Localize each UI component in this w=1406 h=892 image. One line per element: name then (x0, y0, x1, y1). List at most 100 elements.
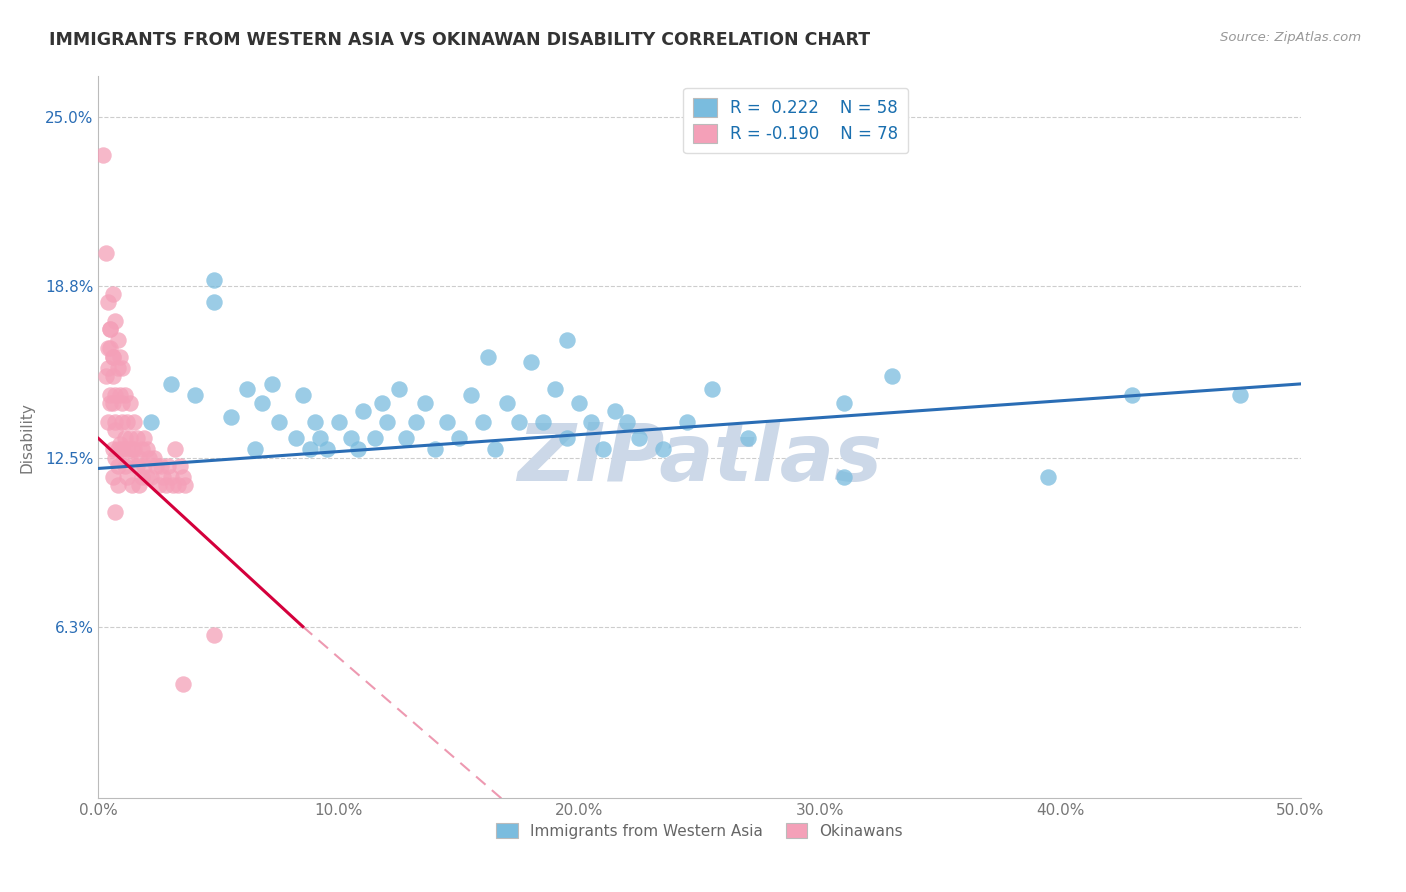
Point (832, 469, 855, 483)
Point (100, 342, 122, 356)
Point (108, 388, 131, 402)
Point (141, 415, 163, 429)
Point (364, 432, 387, 446)
Point (145, 458, 167, 473)
Point (165, 442, 187, 457)
Point (118, 450, 141, 465)
Point (117, 469, 139, 483)
Point (125, 432, 148, 446)
Point (124, 415, 146, 429)
Point (94, 246, 117, 260)
Point (700, 383, 723, 397)
Point (107, 458, 129, 473)
Point (101, 350, 124, 364)
Point (135, 469, 157, 483)
Point (832, 396, 855, 410)
Point (108, 437, 131, 451)
Text: IMMIGRANTS FROM WESTERN ASIA VS OKINAWAN DISABILITY CORRELATION CHART: IMMIGRANTS FROM WESTERN ASIA VS OKINAWAN… (49, 31, 870, 49)
Point (508, 415, 530, 429)
Point (183, 388, 205, 402)
Point (135, 442, 157, 457)
Point (101, 469, 124, 483)
Point (100, 322, 122, 336)
Point (605, 404, 627, 418)
Point (118, 396, 141, 410)
Point (97, 295, 120, 310)
Point (111, 442, 134, 457)
Point (100, 396, 122, 410)
Y-axis label: Disability: Disability (20, 401, 34, 473)
Point (447, 432, 470, 446)
Point (104, 423, 127, 437)
Point (104, 450, 127, 465)
Point (1121, 388, 1143, 402)
Point (236, 383, 259, 397)
Point (107, 477, 129, 491)
Point (152, 469, 174, 483)
Point (531, 415, 554, 429)
Point (652, 442, 675, 457)
Point (328, 415, 350, 429)
Point (616, 415, 638, 429)
Point (395, 432, 418, 446)
Point (1229, 388, 1251, 402)
Point (737, 432, 759, 446)
Point (114, 432, 136, 446)
Point (159, 469, 181, 483)
Point (118, 432, 141, 446)
Point (104, 505, 127, 519)
Point (291, 388, 314, 402)
Point (97, 360, 120, 375)
Point (125, 458, 148, 473)
Point (544, 383, 567, 397)
Point (142, 450, 165, 465)
Point (117, 415, 139, 429)
Point (149, 458, 172, 473)
Point (1036, 469, 1059, 483)
Point (555, 432, 578, 446)
Point (131, 469, 153, 483)
Point (128, 477, 150, 491)
Point (148, 477, 170, 491)
Point (121, 442, 143, 457)
Point (284, 432, 307, 446)
Point (157, 458, 180, 473)
Point (101, 368, 124, 383)
Point (568, 396, 591, 410)
Point (174, 477, 197, 491)
Point (308, 432, 330, 446)
Point (101, 396, 124, 410)
Point (132, 458, 155, 473)
Point (202, 628, 225, 642)
Point (94, 368, 117, 383)
Point (107, 442, 129, 457)
Point (260, 376, 283, 391)
Point (101, 442, 124, 457)
Point (101, 287, 124, 301)
Point (371, 396, 394, 410)
Point (555, 333, 578, 347)
Point (162, 477, 184, 491)
Point (108, 350, 131, 364)
Point (111, 360, 134, 375)
Point (347, 442, 370, 457)
Point (250, 396, 273, 410)
Legend: Immigrants from Western Asia, Okinawans: Immigrants from Western Asia, Okinawans (491, 817, 908, 845)
Point (104, 415, 127, 429)
Point (472, 415, 495, 429)
Point (107, 333, 129, 347)
Point (111, 415, 134, 429)
Point (131, 442, 153, 457)
Point (172, 469, 194, 483)
Point (340, 432, 363, 446)
Point (520, 355, 543, 369)
Point (104, 314, 127, 328)
Point (628, 432, 651, 446)
Point (172, 677, 194, 691)
Point (166, 477, 188, 491)
Point (202, 273, 225, 287)
Point (97, 342, 120, 356)
Point (315, 442, 337, 457)
Point (388, 383, 411, 397)
Point (436, 415, 458, 429)
